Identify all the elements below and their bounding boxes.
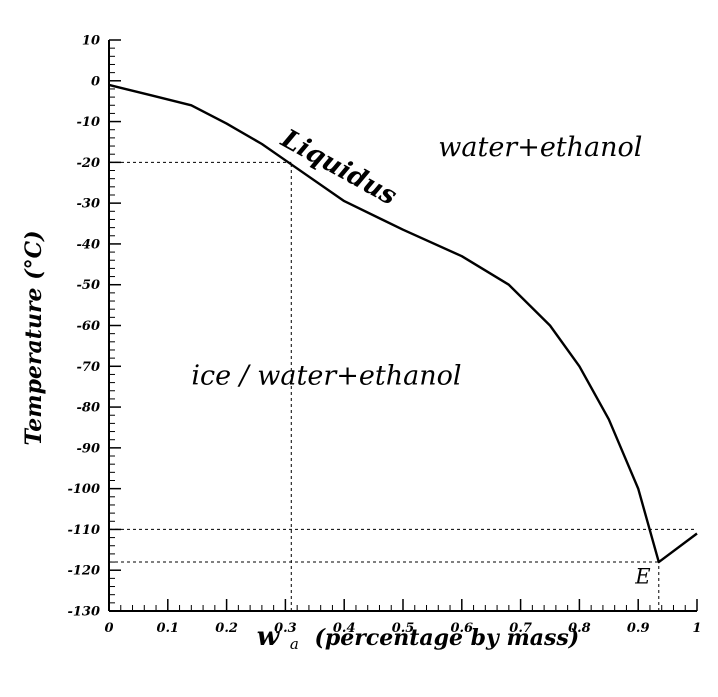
y-tick-label: -50 [77,278,101,293]
x-axis-title-variable: w [257,622,281,652]
annotation-region-label: water+ethanol [438,132,642,163]
series-layer [108,83,698,564]
annotation-e-label: E [634,565,650,589]
y-tick-label: 0 [91,74,100,89]
y-tick-label: -20 [77,156,101,171]
y-tick-label: -40 [77,237,101,252]
x-axis-title: w a (percentage by mass) [257,622,579,655]
x-tick-label: 0.3 [274,621,297,636]
liquidus-curve [108,83,698,564]
y-tick-label: 10 [82,34,100,49]
y-tick-label: -10 [77,115,101,130]
x-tick-label: 1 [692,621,701,636]
x-tick-label: 0.2 [215,621,238,636]
y-tick-label: -80 [77,401,101,416]
x-tick-label: 0.4 [333,621,356,636]
y-tick-label: -90 [77,441,101,456]
x-tick-label: 0 [104,621,113,636]
y-tick-label: -30 [77,197,101,212]
x-axis-title-subscript: a [290,635,299,653]
axes [108,40,697,612]
y-tick-label: -110 [67,523,100,538]
y-tick-label: -70 [77,360,101,375]
x-tick-label: 0.8 [568,621,591,636]
ticks [108,39,698,612]
y-tick-label: -120 [67,564,100,579]
x-tick-label: 0.5 [392,621,415,636]
y-tick-label: -130 [67,605,100,620]
reference-lines [109,161,697,611]
x-tick-label: 0.1 [156,621,179,636]
tick-labels: 0 0.1 0.2 0.3 0.4 0.5 0.6 0.7 0.8 0.9 1 10 0 -10 -20 -3… [67,34,701,637]
x-tick-label: 0.6 [450,621,473,636]
y-tick-label: -60 [77,319,101,334]
y-axis-title: Temperature (°C) [21,230,47,445]
x-axis-title-text: (percentage by mass) [314,625,579,651]
x-tick-label: 0.9 [627,621,650,636]
x-tick-label: 0.7 [509,621,532,636]
y-tick-label: -100 [67,482,100,497]
annotation-region-label: ice / water+ethanol [191,361,461,392]
